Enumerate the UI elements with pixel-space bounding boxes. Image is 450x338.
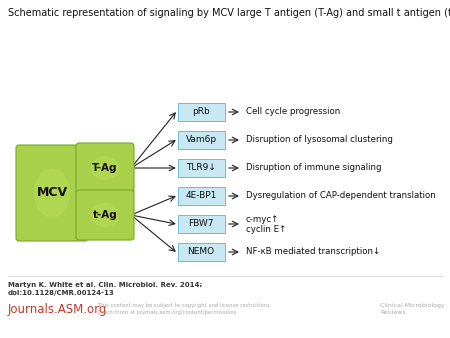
Text: pRb: pRb xyxy=(192,107,210,117)
Text: This content may be subject to copyright and license restrictions.
Learn more at: This content may be subject to copyright… xyxy=(98,303,271,315)
Text: Clinical Microbiology
Reviews: Clinical Microbiology Reviews xyxy=(380,303,445,315)
FancyBboxPatch shape xyxy=(177,103,225,121)
Text: TLR9↓: TLR9↓ xyxy=(186,164,216,172)
Text: cyclin E↑: cyclin E↑ xyxy=(246,224,286,234)
Text: Journals.ASM.org: Journals.ASM.org xyxy=(8,303,108,316)
FancyBboxPatch shape xyxy=(177,159,225,177)
Text: Disruption of immune signaling: Disruption of immune signaling xyxy=(246,164,382,172)
Ellipse shape xyxy=(91,156,119,180)
FancyBboxPatch shape xyxy=(76,190,134,240)
Text: 4E-BP1: 4E-BP1 xyxy=(185,192,217,200)
Text: MCV: MCV xyxy=(36,187,68,199)
Text: NF-κB mediated transcription↓: NF-κB mediated transcription↓ xyxy=(246,247,380,257)
Text: NEMO: NEMO xyxy=(188,247,215,257)
Ellipse shape xyxy=(91,203,119,227)
Text: c-myc↑: c-myc↑ xyxy=(246,215,279,223)
Text: Disruption of lysosomal clustering: Disruption of lysosomal clustering xyxy=(246,136,393,145)
Text: Schematic representation of signaling by MCV large T antigen (T-Ag) and small t : Schematic representation of signaling by… xyxy=(8,8,450,18)
Text: t-Ag: t-Ag xyxy=(93,210,117,220)
Text: Dysregulation of CAP-dependent translation: Dysregulation of CAP-dependent translati… xyxy=(246,192,436,200)
Ellipse shape xyxy=(34,168,70,218)
FancyBboxPatch shape xyxy=(76,143,134,193)
Text: Cell cycle progression: Cell cycle progression xyxy=(246,107,340,117)
FancyBboxPatch shape xyxy=(177,187,225,205)
Text: FBW7: FBW7 xyxy=(188,219,214,228)
Text: Vam6p: Vam6p xyxy=(185,136,216,145)
FancyBboxPatch shape xyxy=(177,215,225,233)
Text: Martyn K. White et al. Clin. Microbiol. Rev. 2014;
doi:10.1128/CMR.00124-13: Martyn K. White et al. Clin. Microbiol. … xyxy=(8,282,202,296)
Text: T-Ag: T-Ag xyxy=(92,163,118,173)
FancyBboxPatch shape xyxy=(177,131,225,149)
FancyBboxPatch shape xyxy=(16,145,88,241)
FancyBboxPatch shape xyxy=(177,243,225,261)
